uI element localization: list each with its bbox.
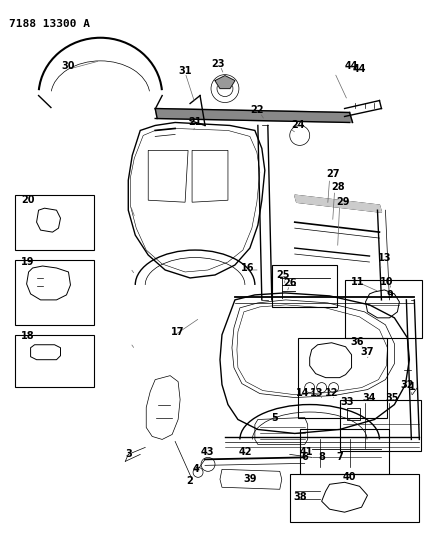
Text: 8: 8 <box>318 453 325 463</box>
Text: 20: 20 <box>21 195 34 205</box>
Text: 6: 6 <box>301 453 308 463</box>
Text: 25: 25 <box>276 270 289 280</box>
Text: 13: 13 <box>377 253 391 263</box>
Text: 28: 28 <box>331 182 345 192</box>
Text: 43: 43 <box>200 447 214 457</box>
Text: 4: 4 <box>193 464 199 474</box>
Text: 33: 33 <box>341 397 354 407</box>
Text: 14: 14 <box>296 387 309 398</box>
Text: 7188 13300 A: 7188 13300 A <box>9 19 90 29</box>
Polygon shape <box>155 109 353 123</box>
Text: 17: 17 <box>171 327 185 337</box>
Polygon shape <box>215 76 235 88</box>
Text: 5: 5 <box>271 413 278 423</box>
Text: 22: 22 <box>250 104 264 115</box>
Text: 1: 1 <box>409 382 416 392</box>
Text: 37: 37 <box>361 347 374 357</box>
Text: 21: 21 <box>188 117 202 127</box>
Text: 23: 23 <box>211 59 225 69</box>
Text: 3: 3 <box>125 449 132 459</box>
Text: 10: 10 <box>380 277 393 287</box>
Text: 42: 42 <box>238 447 252 457</box>
Text: 11: 11 <box>351 277 364 287</box>
Text: 26: 26 <box>283 278 297 288</box>
Text: 32: 32 <box>401 379 414 390</box>
Text: 24: 24 <box>291 120 304 131</box>
Text: 40: 40 <box>343 472 356 482</box>
Text: 30: 30 <box>62 61 75 71</box>
Text: 19: 19 <box>21 257 34 267</box>
Text: 9: 9 <box>386 290 393 300</box>
Text: 38: 38 <box>293 492 306 502</box>
Text: 12: 12 <box>325 387 339 398</box>
Text: 2: 2 <box>187 477 193 486</box>
Text: 7: 7 <box>336 453 343 463</box>
Text: 27: 27 <box>326 169 339 179</box>
Text: 39: 39 <box>243 474 257 484</box>
Text: 13: 13 <box>310 387 324 398</box>
Text: 34: 34 <box>363 393 376 402</box>
Text: 16: 16 <box>241 263 255 273</box>
Text: 44: 44 <box>345 61 358 71</box>
Text: 29: 29 <box>336 197 349 207</box>
Text: 35: 35 <box>386 393 399 402</box>
Text: 31: 31 <box>178 66 192 76</box>
Text: 41: 41 <box>300 447 313 457</box>
Text: 18: 18 <box>21 331 34 341</box>
Text: 44: 44 <box>353 63 366 74</box>
Polygon shape <box>295 195 381 212</box>
Text: 36: 36 <box>351 337 364 347</box>
